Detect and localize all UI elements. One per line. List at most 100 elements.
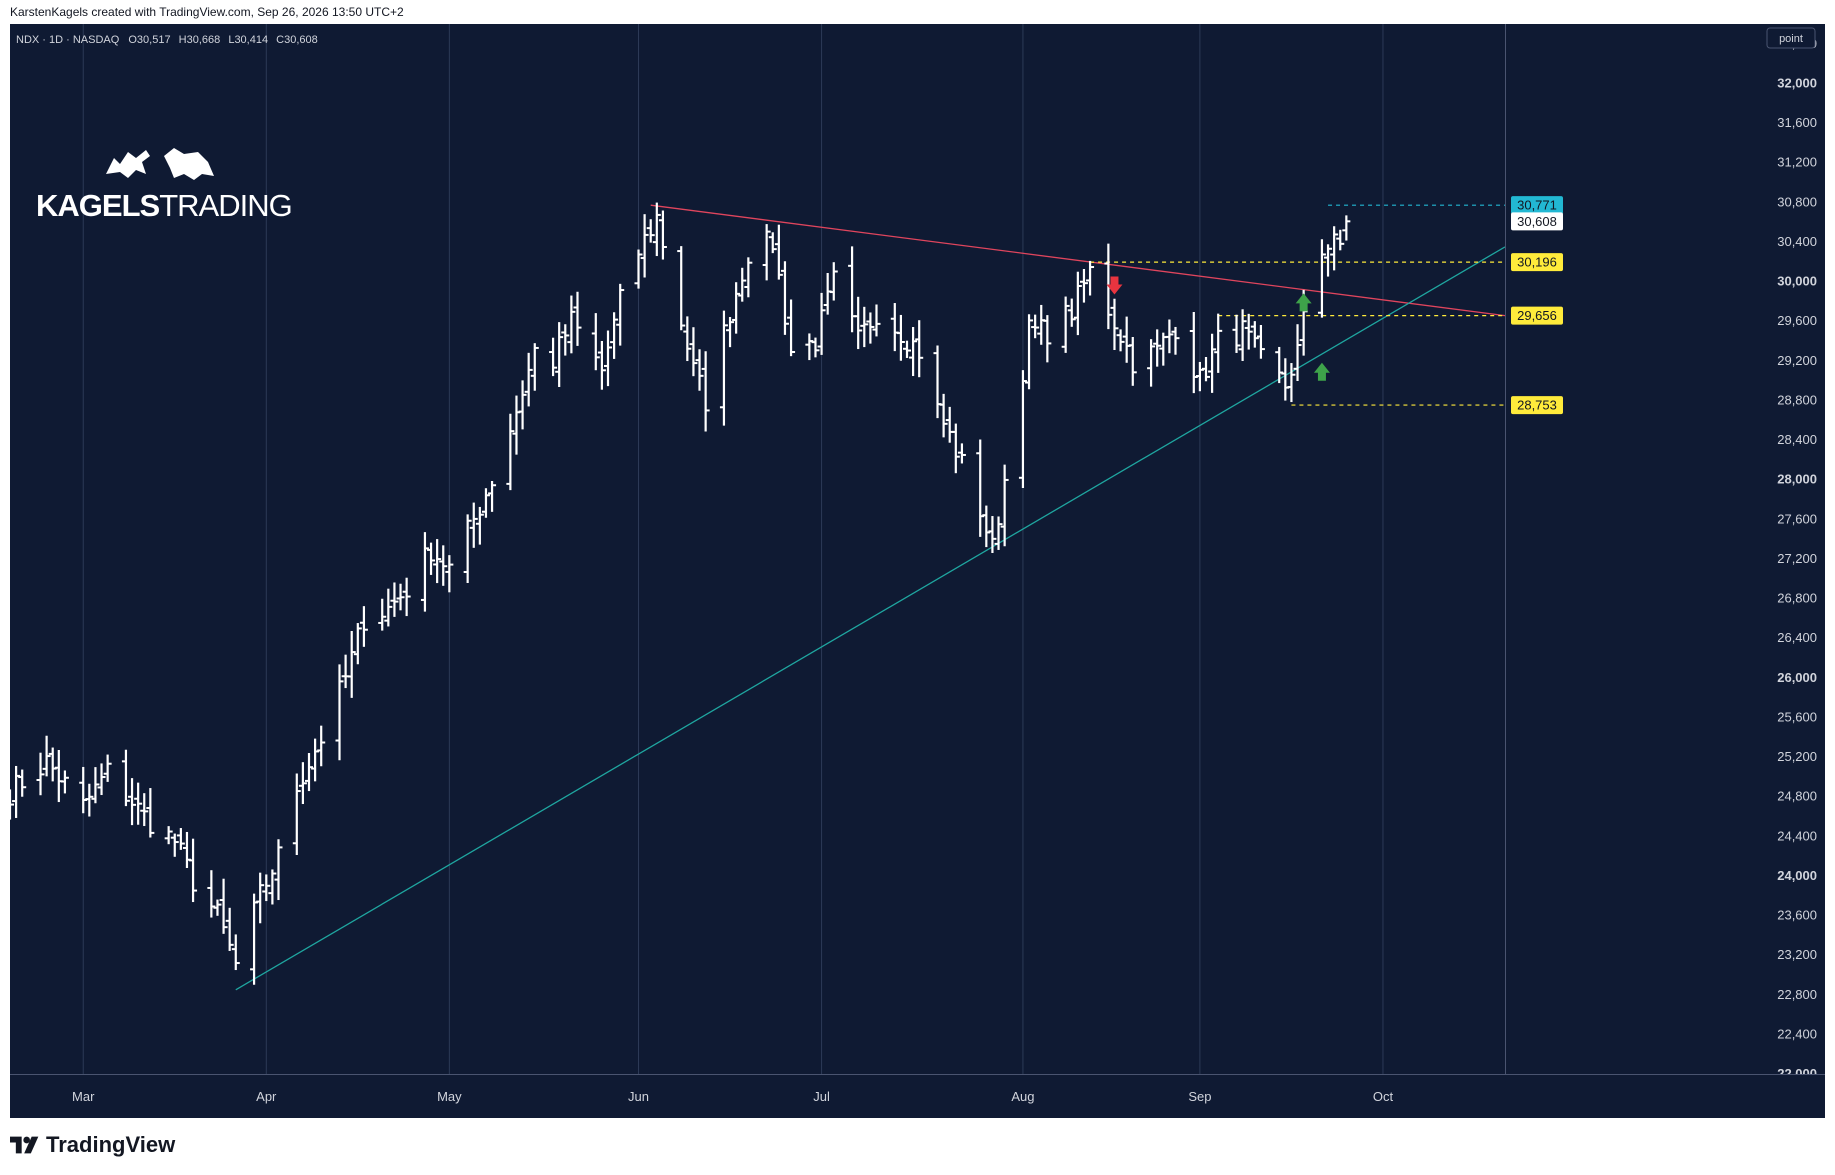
- ohlc-bar: [121, 749, 130, 807]
- y-tick-label: 29,600: [1777, 313, 1817, 328]
- ohlc-bar: [866, 312, 875, 344]
- y-tick-label: 25,600: [1777, 709, 1817, 724]
- price-label: 30,771: [1511, 196, 1563, 215]
- ohlc-bar: [744, 257, 753, 298]
- ohlc-bar: [829, 262, 838, 301]
- ohlc-bar: [695, 349, 704, 391]
- x-tick-label: Aug: [1011, 1089, 1034, 1104]
- bear-icon: [164, 148, 214, 180]
- time-axis[interactable]: Mar Apr May Jun Jul Aug Sep Oct: [10, 1074, 1825, 1118]
- ohlc-bar: [311, 738, 320, 782]
- ohlc-bar: [988, 516, 997, 553]
- ohlc-bar: [274, 839, 283, 901]
- ohlc-bars: [10, 202, 1351, 985]
- ohlc-bar: [420, 532, 429, 612]
- x-tick-label: Jul: [813, 1089, 830, 1104]
- y-tick-label: 22,400: [1777, 1026, 1817, 1041]
- price-label: 29,656: [1511, 306, 1563, 325]
- ohlc-bar: [1250, 321, 1259, 348]
- ohlc-bar: [658, 210, 667, 260]
- ohlc-bar: [1061, 296, 1070, 353]
- ohlc-bar: [719, 310, 728, 426]
- y-tick-label: 31,200: [1777, 155, 1817, 170]
- ohlc-bar: [506, 413, 515, 491]
- ohlc-bar: [402, 577, 411, 617]
- y-tick-label: 27,200: [1777, 551, 1817, 566]
- ohlc-bar: [1043, 315, 1052, 363]
- price-label-text: 30,771: [1517, 198, 1557, 213]
- ohlc-bar: [85, 783, 94, 817]
- ohlc-bar: [1073, 271, 1082, 336]
- ohlc-bar: [1110, 298, 1119, 351]
- ohlc-bar: [469, 502, 478, 548]
- ohlc-bar: [683, 316, 692, 362]
- ohlc-bar: [1000, 464, 1009, 547]
- ohlc-bar: [317, 725, 326, 767]
- ohlc-bar: [60, 770, 69, 794]
- ohlc-bar: [951, 423, 960, 474]
- ohlc-bar: [353, 623, 362, 665]
- arrow-down-icon: [1106, 276, 1123, 295]
- ohlc-bar: [1256, 325, 1265, 359]
- y-tick-label: 26,800: [1777, 591, 1817, 606]
- tradingview-logo[interactable]: TradingView: [10, 1132, 175, 1158]
- ohlc-bar: [1275, 346, 1284, 384]
- ohlc-bar: [225, 907, 234, 951]
- x-tick-label: May: [437, 1089, 462, 1104]
- ohlc-bar: [976, 439, 985, 537]
- logo-bold: KAGELS: [36, 188, 160, 223]
- ohlc-bar: [335, 664, 344, 761]
- ohlc-bar: [872, 304, 881, 337]
- ohlc-bar: [640, 214, 649, 278]
- ohlc-bar: [701, 351, 710, 432]
- ohlc-bar: [396, 583, 405, 611]
- y-tick-label: 23,600: [1777, 908, 1817, 923]
- ohlc-bar: [1214, 313, 1223, 373]
- signal-arrows: [1106, 276, 1330, 381]
- scale-mode-button[interactable]: point: [1766, 27, 1816, 49]
- ohlc-bar: [573, 291, 582, 346]
- ohlc-bar: [817, 292, 826, 355]
- y-tick-label: 25,200: [1777, 749, 1817, 764]
- x-tick-label: Jun: [628, 1089, 649, 1104]
- legend-high-label: H: [179, 34, 187, 46]
- legend-low-label: L: [228, 34, 234, 46]
- ohlc-bar: [103, 754, 112, 782]
- legend-open: 30,517: [137, 34, 171, 46]
- legend-low: 30,414: [234, 34, 268, 46]
- ohlc-bar: [1293, 324, 1302, 382]
- ohlc-bar: [1238, 309, 1247, 361]
- ohlc-bar: [616, 283, 625, 346]
- ohlc-bar: [732, 282, 741, 334]
- x-tick-label: Sep: [1188, 1089, 1211, 1104]
- ohlc-bar: [1031, 314, 1040, 339]
- y-tick-label: 26,000: [1777, 670, 1817, 685]
- y-tick-label: 23,200: [1777, 947, 1817, 962]
- logo-light: TRADING: [159, 188, 292, 223]
- price-chart[interactable]: NDX · 1D · NASDAQ O30,517 H30,668 L30,41…: [10, 24, 1825, 1118]
- price-label-text: 29,656: [1517, 308, 1557, 323]
- chart-panel[interactable]: NDX · 1D · NASDAQ O30,517 H30,668 L30,41…: [10, 24, 1825, 1118]
- ohlc-bar: [1208, 333, 1217, 393]
- ohlc-bar: [915, 320, 924, 378]
- ohlc-bar: [567, 295, 576, 354]
- trendline-support: [235, 246, 1505, 991]
- ohlc-bar: [134, 782, 143, 825]
- legend-open-label: O: [128, 34, 137, 46]
- y-tick-label: 30,400: [1777, 234, 1817, 249]
- price-label-text: 28,753: [1517, 398, 1557, 413]
- ohlc-bar: [439, 545, 448, 586]
- ohlc-bar: [518, 380, 527, 430]
- legend-close-label: C: [276, 34, 284, 46]
- y-tick-label: 28,000: [1777, 472, 1817, 487]
- ohlc-bar: [36, 752, 45, 796]
- ohlc-bar: [768, 232, 777, 254]
- ohlc-bar: [1324, 244, 1333, 277]
- ohlc-bar: [1116, 329, 1125, 352]
- ohlc-bar: [146, 788, 155, 838]
- horizontal-levels: [1090, 204, 1505, 406]
- bull-icon: [106, 150, 150, 178]
- price-axis[interactable]: 22,00022,40022,80023,20023,60024,00024,4…: [1505, 24, 1825, 1118]
- scale-mode-label: point: [1779, 33, 1803, 45]
- ohlc-bar: [1025, 314, 1034, 390]
